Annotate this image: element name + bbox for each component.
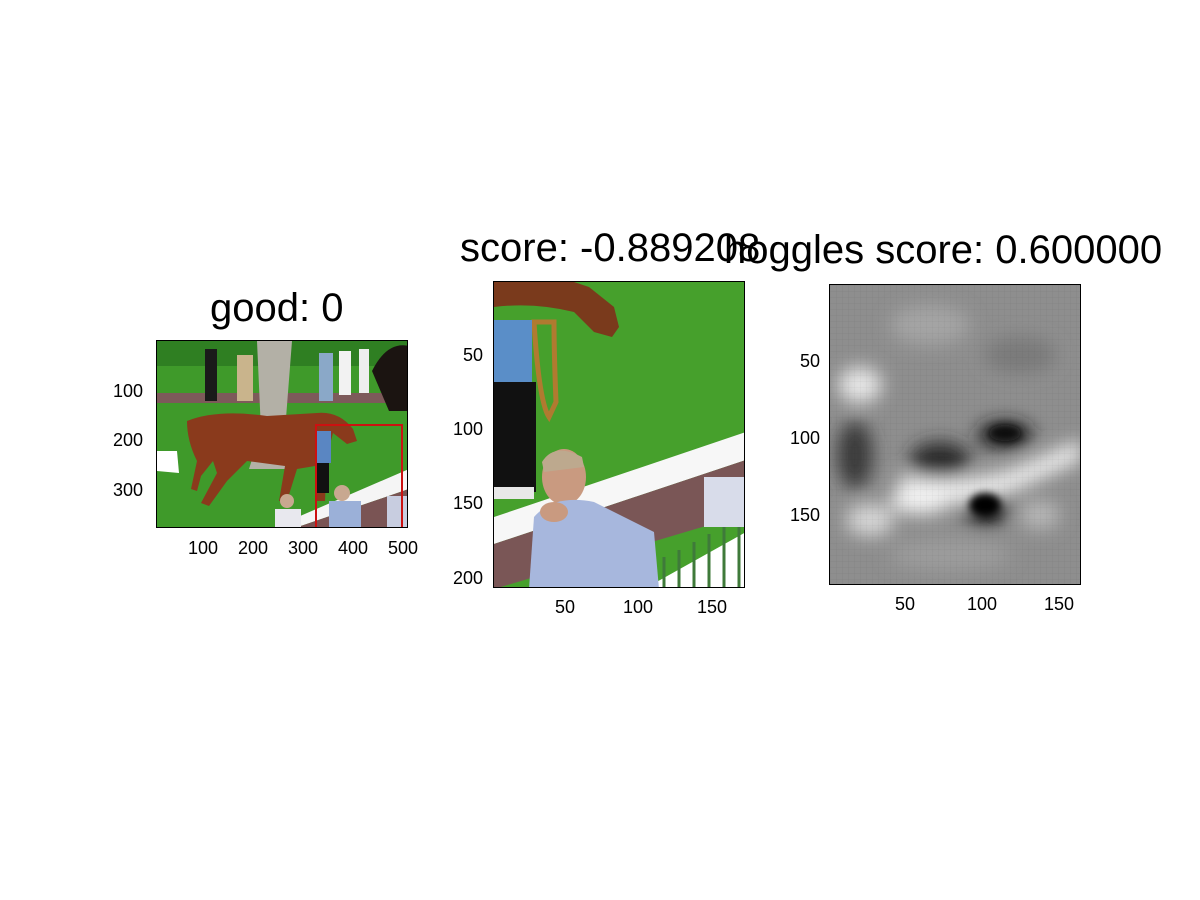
- panel-1-ytick: 300: [113, 480, 144, 500]
- panel-3-ytick: 150: [790, 505, 821, 525]
- panel-2-xtick: 50: [555, 597, 576, 617]
- hoggles-visualization: [830, 285, 1080, 584]
- panel-3-title: hoggles score: 0.600000: [724, 228, 1163, 272]
- panel-2-image-axes: [493, 281, 745, 588]
- horse-paddock-photo: [157, 341, 407, 527]
- panel-2-title: score: -0.889208: [460, 226, 761, 270]
- panel-3-xtick: 150: [1044, 594, 1075, 614]
- detection-box: [315, 424, 403, 527]
- panel-1-ytick: 200: [113, 430, 144, 450]
- panel-1-ytick: 100: [113, 381, 144, 401]
- panel-2-ytick: 100: [453, 419, 484, 439]
- panel-3-ytick: 50: [800, 351, 821, 371]
- panel-3-xtick: 50: [895, 594, 916, 614]
- crop-photo: [494, 282, 744, 587]
- panel-1-xtick: 200: [238, 538, 269, 558]
- panel-2-ytick: 200: [453, 568, 484, 588]
- panel-2-ytick: 50: [463, 345, 484, 365]
- panel-2-ytick: 150: [453, 493, 484, 513]
- panel-1-xtick: 100: [188, 538, 219, 558]
- panel-1-title: good: 0: [210, 286, 344, 330]
- panel-3-image-axes: [829, 284, 1081, 585]
- panel-2-xtick: 150: [697, 597, 728, 617]
- panel-1-xtick: 300: [288, 538, 319, 558]
- panel-2-xtick: 100: [623, 597, 654, 617]
- panel-1-xtick: 400: [338, 538, 369, 558]
- panel-3-ytick: 100: [790, 428, 821, 448]
- panel-1-image-axes: [156, 340, 408, 528]
- panel-1-xtick: 500: [388, 538, 419, 558]
- panel-3-xtick: 100: [967, 594, 998, 614]
